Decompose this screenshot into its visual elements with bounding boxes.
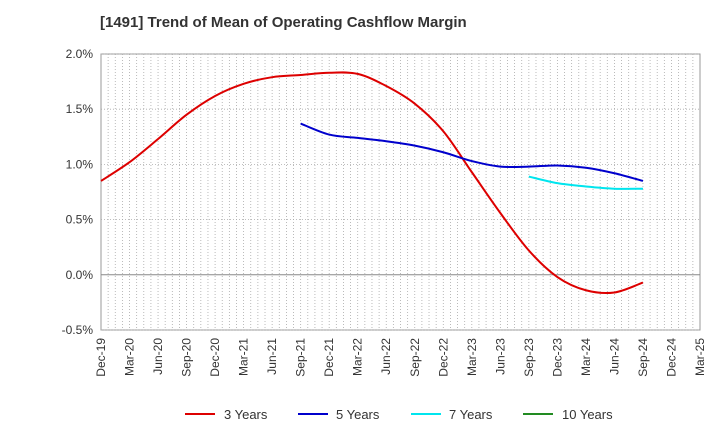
- y-tick-label: 1.5%: [66, 102, 94, 116]
- legend-label-7-years: 7 Years: [449, 407, 493, 422]
- x-tick-label: Dec-24: [664, 338, 678, 377]
- legend-label-10-years: 10 Years: [562, 407, 613, 422]
- x-tick-label: Dec-19: [94, 338, 108, 377]
- x-tick-label: Mar-22: [351, 338, 365, 376]
- y-tick-label: 2.0%: [66, 47, 94, 61]
- x-tick-label: Jun-22: [379, 338, 393, 375]
- x-tick-label: Sep-22: [408, 338, 422, 377]
- x-tick-label: Sep-23: [522, 338, 536, 377]
- x-tick-label: Mar-24: [579, 338, 593, 376]
- x-tick-label: Mar-20: [123, 338, 137, 376]
- y-tick-label: 0.0%: [66, 268, 94, 282]
- legend-label-5-years: 5 Years: [336, 407, 380, 422]
- series-line-7-years: [528, 175, 643, 190]
- series-line-5-years: [300, 122, 644, 182]
- x-tick-label: Mar-25: [693, 338, 707, 376]
- x-tick-label: Jun-21: [265, 338, 279, 375]
- x-tick-label: Dec-20: [208, 338, 222, 377]
- x-tick-label: Dec-23: [550, 338, 564, 377]
- y-tick-label: -0.5%: [62, 323, 94, 337]
- x-tick-label: Mar-23: [465, 338, 479, 376]
- x-tick-label: Dec-21: [322, 338, 336, 377]
- chart-title: [1491] Trend of Mean of Operating Cashfl…: [100, 14, 467, 31]
- y-tick-label: 1.0%: [66, 157, 94, 171]
- x-tick-label: Mar-21: [237, 338, 251, 376]
- y-tick-label: 0.5%: [66, 213, 94, 227]
- x-tick-label: Dec-22: [436, 338, 450, 377]
- x-tick-label: Sep-20: [180, 338, 194, 377]
- x-tick-label: Jun-20: [151, 338, 165, 375]
- legend-label-3-years: 3 Years: [224, 407, 268, 422]
- x-tick-label: Jun-24: [607, 338, 621, 375]
- x-tick-label: Sep-21: [294, 338, 308, 377]
- x-tick-label: Jun-23: [493, 338, 507, 375]
- series-line-3-years: [100, 71, 644, 295]
- x-tick-label: Sep-24: [636, 338, 650, 377]
